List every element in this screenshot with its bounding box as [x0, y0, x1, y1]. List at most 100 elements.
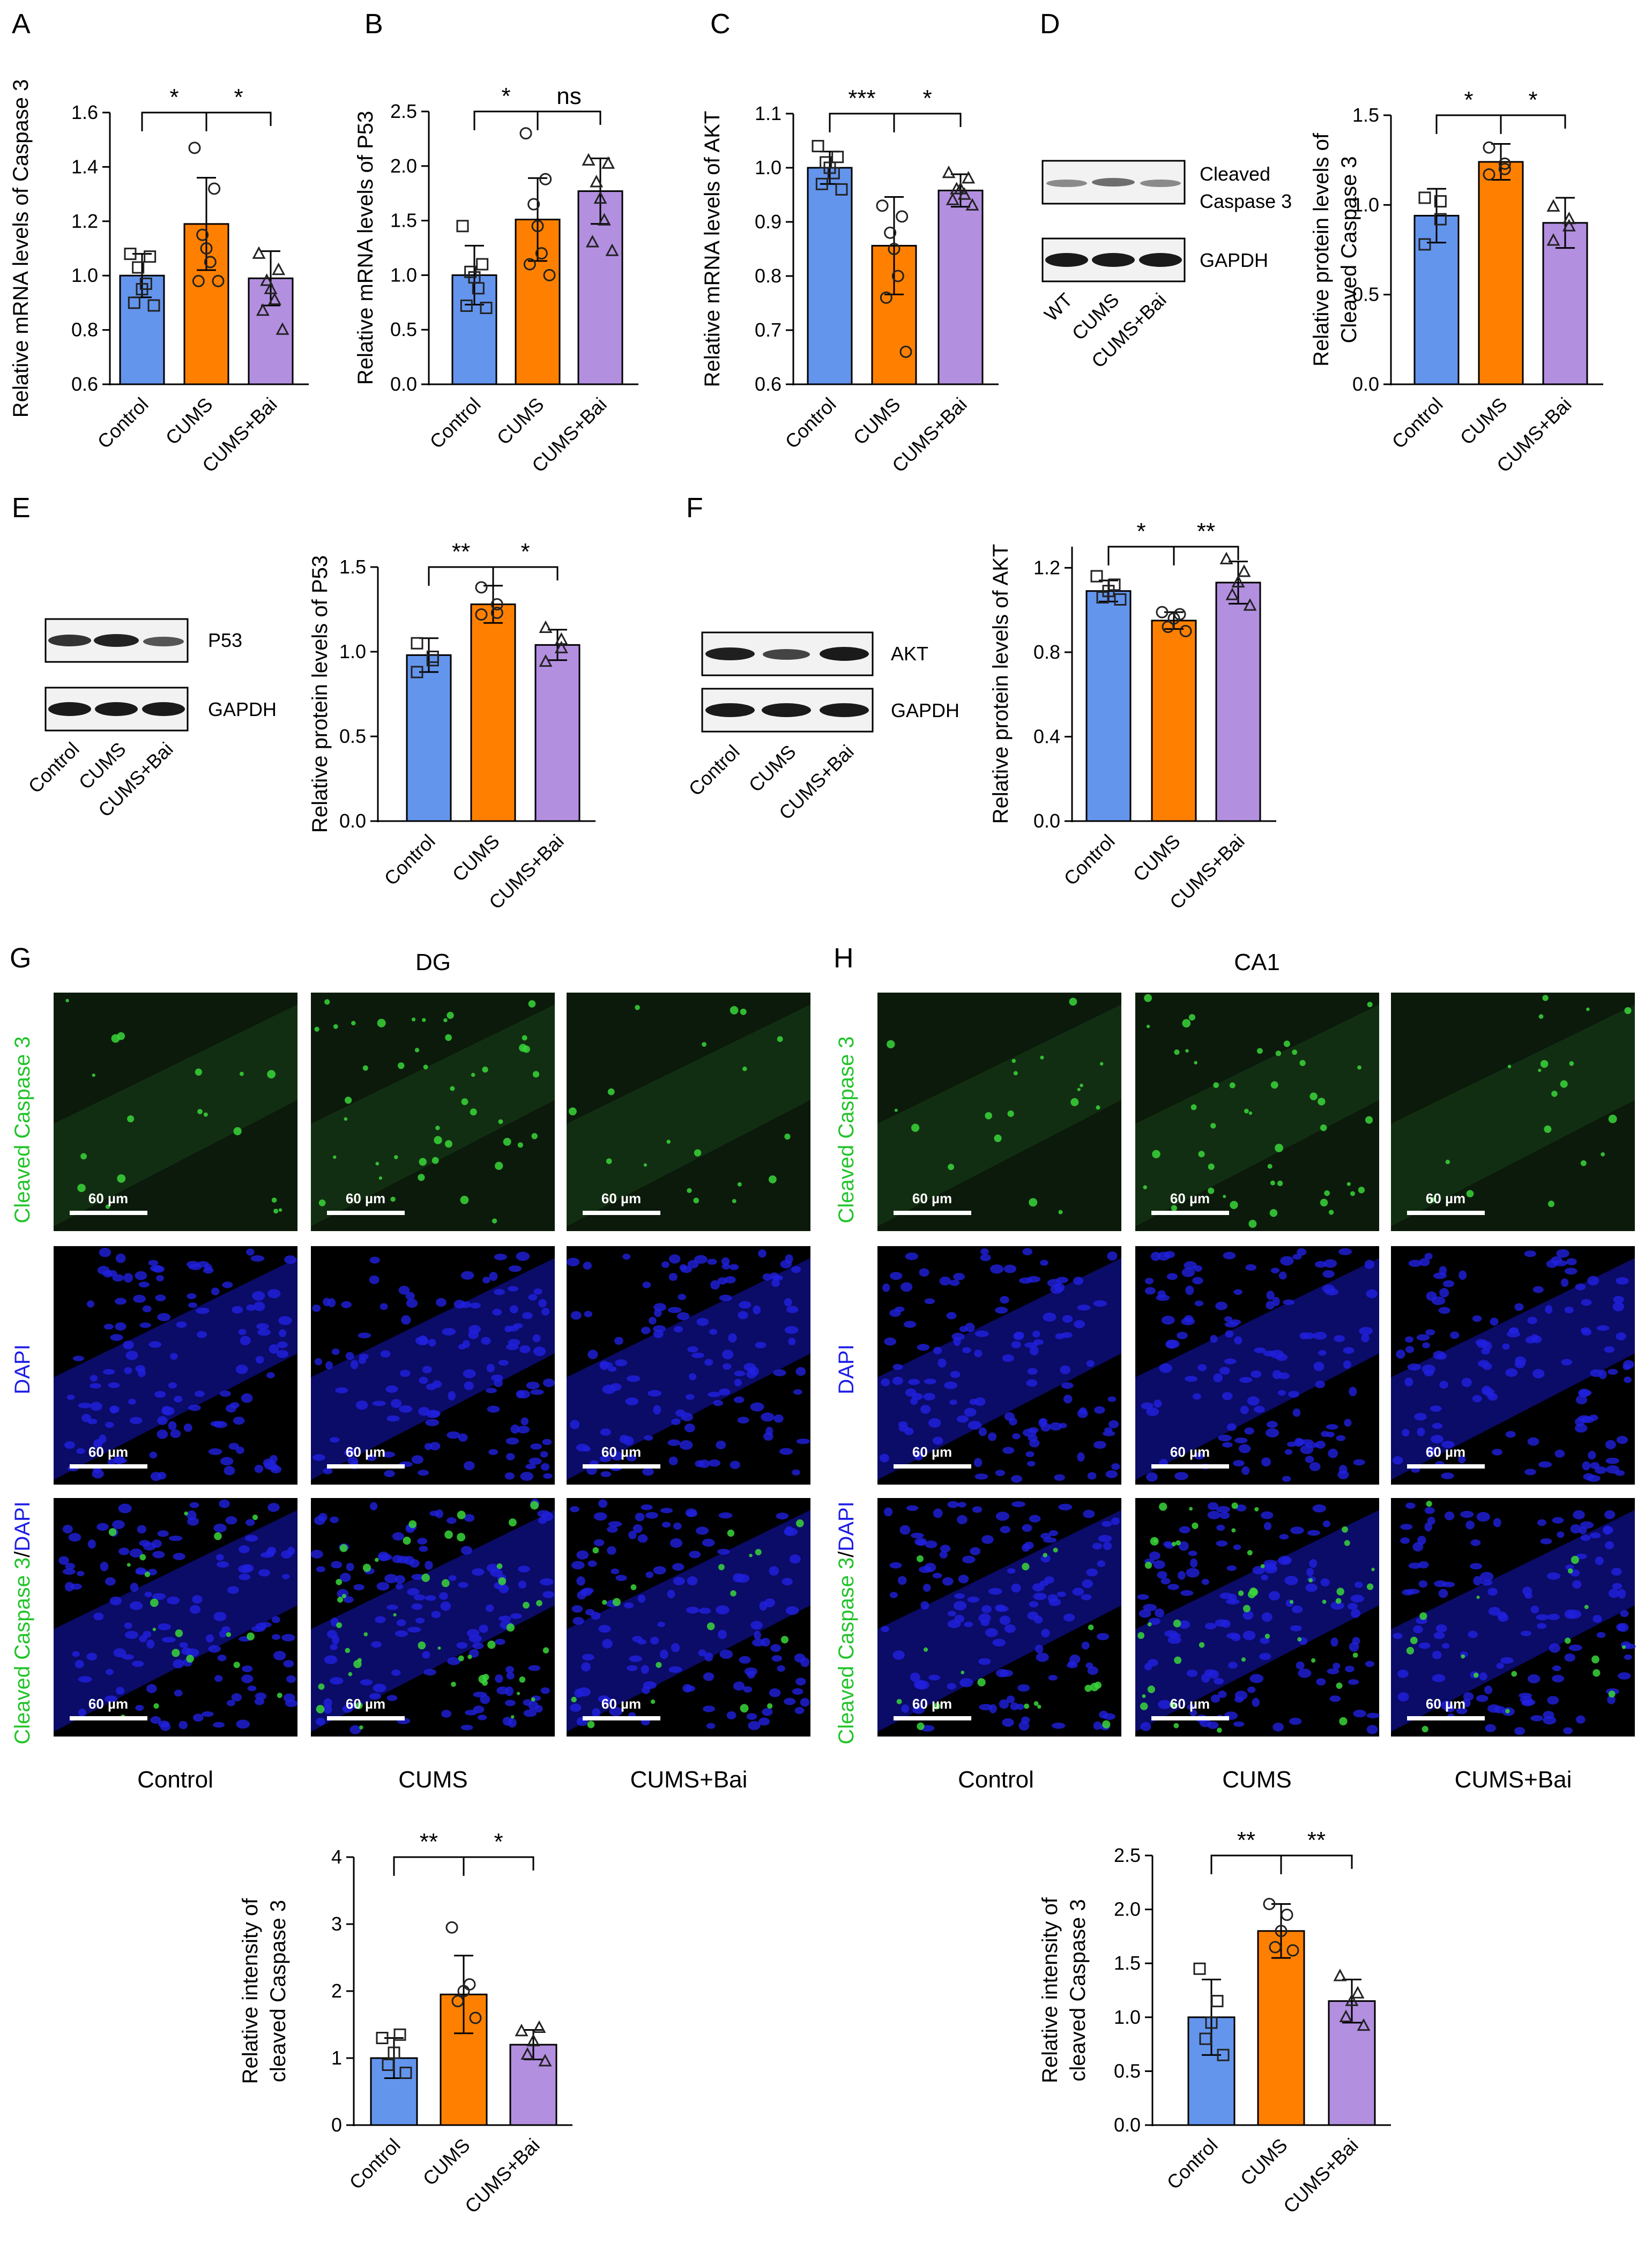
nucleus	[1049, 1422, 1062, 1431]
nucleus	[157, 1472, 167, 1480]
caspase-puncta	[1238, 1590, 1244, 1596]
nucleus	[1063, 1395, 1073, 1404]
nucleus	[1261, 1574, 1269, 1581]
caspase-puncta	[390, 1196, 396, 1202]
blot-F-band1-lane2	[763, 649, 810, 660]
nucleus	[1086, 1568, 1098, 1577]
caspase-puncta	[1254, 1507, 1259, 1512]
nucleus	[538, 1299, 547, 1308]
blot-D-label-2: Caspase 3	[1200, 190, 1292, 212]
bar	[470, 603, 516, 822]
nucleus	[1405, 1346, 1415, 1353]
significance-label: **	[1307, 1827, 1326, 1853]
nucleus	[1177, 1331, 1188, 1339]
significance-label: *	[1136, 518, 1145, 545]
y-tick-label: 1.0	[71, 264, 98, 286]
caspase-puncta	[592, 1547, 599, 1554]
nucleus	[135, 1365, 146, 1373]
caspase-puncta	[444, 1530, 453, 1539]
caspase-puncta	[795, 1519, 804, 1527]
nucleus	[1236, 1504, 1247, 1512]
nucleus	[128, 1398, 136, 1405]
caspase-puncta	[1088, 1625, 1094, 1630]
data-point-square	[815, 177, 828, 190]
nucleus	[1347, 1603, 1358, 1610]
caspase-puncta	[457, 1510, 466, 1519]
caspase-puncta	[378, 1176, 383, 1180]
nucleus	[90, 1375, 98, 1382]
data-point-circle	[445, 1921, 458, 1934]
nucleus	[1153, 1560, 1165, 1569]
caspase-puncta	[1013, 1071, 1018, 1076]
nucleus	[208, 1645, 221, 1653]
nucleus	[1402, 1589, 1414, 1596]
nucleus	[920, 1601, 929, 1610]
caspase-puncta	[1569, 1061, 1574, 1066]
data-point-triangle	[1345, 1993, 1359, 2006]
caspase-puncta	[740, 1704, 749, 1713]
caspase-puncta	[80, 1153, 87, 1160]
nucleus	[1174, 1472, 1188, 1480]
y-axis-label: Relative mRNA levels of P53	[354, 111, 377, 385]
nucleus	[1505, 1430, 1516, 1438]
nucleus	[1261, 1511, 1274, 1519]
nucleus	[277, 1341, 288, 1348]
nucleus	[124, 1630, 139, 1639]
nucleus	[1524, 1250, 1536, 1257]
nucleus	[1552, 1517, 1564, 1524]
caspase-puncta	[316, 1705, 325, 1713]
y-tick-label: 2	[331, 1980, 342, 2002]
nucleus	[1018, 1721, 1030, 1731]
caspase-puncta	[530, 1501, 539, 1510]
caspase-puncta	[1339, 1717, 1348, 1726]
nucleus	[1305, 1456, 1314, 1463]
nucleus	[1239, 1377, 1253, 1383]
nucleus	[220, 1457, 234, 1466]
nucleus	[881, 1626, 889, 1633]
microscopy-image: 60 µm	[1391, 993, 1635, 1231]
nucleus	[707, 1391, 721, 1397]
x-tick-label: CUMS	[493, 393, 548, 449]
nucleus	[1572, 1580, 1582, 1589]
nucleus	[239, 1574, 251, 1581]
scale-bar-label: 60 µm	[88, 1696, 128, 1712]
nucleus	[988, 1588, 1002, 1595]
nucleus	[273, 1651, 286, 1660]
significance-label: *	[922, 85, 932, 111]
nucleus	[325, 1361, 333, 1370]
nucleus	[719, 1294, 732, 1301]
blot-E-label-p53: P53	[208, 629, 242, 651]
nucleus	[133, 1294, 146, 1303]
caspase-puncta	[1335, 1598, 1342, 1604]
nucleus	[76, 1448, 85, 1454]
nucleus	[1402, 1428, 1410, 1437]
nucleus	[1333, 1663, 1341, 1670]
blot-F-band2-lane2	[762, 703, 811, 717]
nucleus	[1040, 1532, 1051, 1539]
significance-bracket	[1435, 114, 1502, 134]
caspase-puncta	[1247, 1549, 1253, 1556]
significance-bracket	[205, 111, 272, 131]
nucleus	[788, 1337, 796, 1346]
nucleus	[728, 1333, 737, 1343]
nucleus	[188, 1302, 198, 1308]
nucleus	[373, 1683, 386, 1693]
nucleus	[721, 1263, 731, 1270]
nucleus	[1166, 1273, 1178, 1280]
caspase-puncta	[267, 1070, 276, 1079]
data-point-circle	[204, 256, 217, 269]
nucleus	[1575, 1395, 1588, 1405]
nucleus	[1620, 1610, 1629, 1618]
nucleus	[1397, 1692, 1409, 1702]
nucleus	[508, 1339, 520, 1346]
nucleus	[1549, 1643, 1561, 1653]
caspase-puncta	[1311, 1658, 1316, 1663]
nucleus	[345, 1352, 354, 1360]
data-point-triangle	[256, 303, 270, 316]
nucleus	[641, 1327, 651, 1335]
nucleus	[969, 1398, 978, 1405]
nucleus	[282, 1574, 290, 1579]
nucleus	[611, 1451, 623, 1461]
caspase-puncta	[1213, 1082, 1219, 1089]
